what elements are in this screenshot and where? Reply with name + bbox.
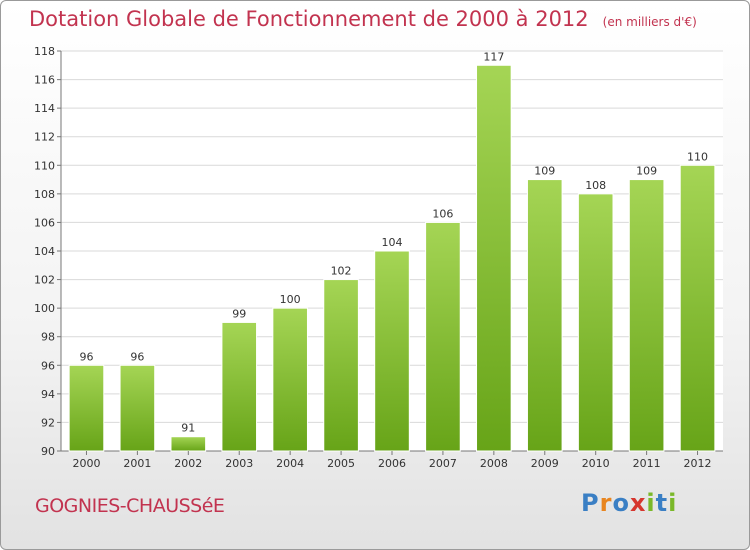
y-tick-label: 110: [34, 159, 55, 172]
y-tick-label: 104: [34, 245, 55, 258]
logo-letter: x: [629, 489, 647, 517]
bar-2009: [526, 179, 563, 452]
y-tick-label: 98: [41, 331, 55, 344]
logo-letter: P: [581, 489, 600, 517]
y-tick-label: 90: [41, 445, 55, 458]
y-tick-label: 94: [41, 388, 55, 401]
data-label-2010: 108: [585, 179, 606, 192]
y-tick-label: 100: [34, 302, 55, 315]
logo-letter: o: [612, 489, 630, 517]
bar-2011: [628, 179, 665, 452]
x-tick-label-2004: 2004: [276, 457, 304, 470]
y-tick-label: 92: [41, 416, 55, 429]
y-tick-label: 112: [34, 131, 55, 144]
chart-subtitle: (en milliers d'€): [602, 15, 697, 29]
x-tick-label-2008: 2008: [480, 457, 508, 470]
logo-letter: i: [646, 489, 656, 517]
data-label-2009: 109: [534, 165, 555, 178]
bar-2005: [323, 279, 359, 452]
data-label-2002: 91: [181, 422, 195, 435]
y-tick-label: 116: [34, 74, 55, 87]
proxiti-logo: Proxiti: [581, 489, 677, 517]
bar-chart: 90 92 94 96 98 100 102 104 106 108 110 112 114 116 118…: [34, 45, 723, 470]
bar-2007: [425, 221, 461, 452]
x-tick-label-2011: 2011: [633, 457, 661, 470]
bar-2008: [476, 64, 512, 452]
bar-2010: [577, 193, 614, 452]
y-tick-label: 114: [34, 102, 55, 115]
x-tick-label-2007: 2007: [429, 457, 457, 470]
y-tick-label: 102: [34, 274, 55, 287]
y-tick-label: 108: [34, 188, 55, 201]
logo-letter: r: [599, 489, 613, 517]
bar-2012: [679, 164, 716, 452]
x-tick-label-2002: 2002: [174, 457, 202, 470]
bar-2006: [374, 250, 410, 452]
data-label-2006: 104: [382, 236, 403, 249]
data-label-2004: 100: [280, 293, 301, 306]
bar-2004: [272, 307, 308, 452]
x-tick-label-2006: 2006: [378, 457, 406, 470]
bar-2001: [119, 364, 156, 452]
bar-2003: [221, 321, 258, 452]
chart-title-text: Dotation Globale de Fonctionnement de 20…: [29, 7, 589, 31]
data-label-2012: 110: [687, 150, 708, 163]
x-tick-label-2010: 2010: [582, 457, 610, 470]
data-label-2003: 99: [232, 307, 246, 320]
x-tick-label-2003: 2003: [225, 457, 253, 470]
data-label-2007: 106: [432, 207, 453, 220]
data-label-2000: 96: [79, 350, 93, 363]
bar-2000: [68, 364, 105, 452]
data-label-2001: 96: [130, 350, 144, 363]
y-tick-label: 96: [41, 359, 55, 372]
data-label-2008: 117: [483, 50, 504, 63]
y-tick-label: 118: [34, 45, 55, 58]
x-tick-label-2001: 2001: [123, 457, 151, 470]
commune-name: GOGNIES-CHAUSSéE: [35, 495, 225, 517]
data-label-2011: 109: [636, 165, 657, 178]
logo-letter: t: [655, 489, 669, 517]
chart-title: Dotation Globale de Fonctionnement de 20…: [29, 7, 697, 31]
x-tick-label-2012: 2012: [684, 457, 712, 470]
x-tick-label-2009: 2009: [531, 457, 559, 470]
x-tick-label-2005: 2005: [327, 457, 355, 470]
data-label-2005: 102: [331, 265, 352, 278]
x-tick-label-2000: 2000: [72, 457, 100, 470]
logo-letter: i: [668, 489, 678, 517]
y-tick-label: 106: [34, 216, 55, 229]
bar-2002: [170, 436, 207, 452]
